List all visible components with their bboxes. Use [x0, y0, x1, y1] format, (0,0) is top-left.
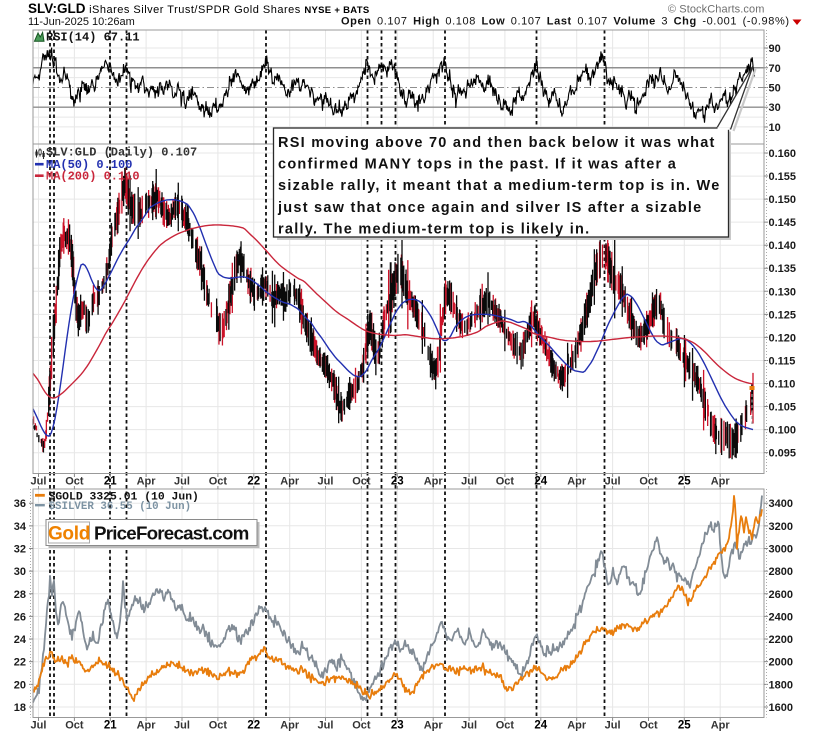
svg-text:24: 24 — [534, 720, 547, 732]
svg-text:30: 30 — [769, 102, 781, 114]
svg-text:11-Jun-2025 10:26am: 11-Jun-2025 10:26am — [28, 16, 135, 28]
svg-text:23: 23 — [391, 476, 404, 488]
svg-text:22: 22 — [14, 657, 26, 669]
svg-text:Oct: Oct — [639, 476, 658, 488]
svg-text:MA(50) 0.100: MA(50) 0.100 — [46, 158, 132, 172]
svg-text:Jul: Jul — [461, 476, 477, 488]
svg-text:2200: 2200 — [769, 634, 793, 646]
svg-text:30: 30 — [14, 566, 26, 578]
svg-text:25: 25 — [678, 476, 691, 488]
svg-text:Oct: Oct — [209, 476, 228, 488]
svg-text:Oct: Oct — [496, 720, 515, 732]
svg-text:Jul: Jul — [174, 476, 190, 488]
svg-text:Jul: Jul — [31, 476, 47, 488]
svg-text:3000: 3000 — [769, 544, 793, 556]
svg-text:Gold: Gold — [48, 524, 90, 545]
svg-text:Oct: Oct — [65, 720, 84, 732]
svg-text:Apr: Apr — [280, 720, 300, 732]
svg-text:25: 25 — [678, 720, 691, 732]
svg-text:$SILVER 36.55 (10 Jun): $SILVER 36.55 (10 Jun) — [49, 501, 192, 513]
svg-text:2600: 2600 — [769, 589, 793, 601]
svg-text:just saw that once again and s: just saw that once again and silver IS a… — [277, 200, 703, 216]
svg-text:Jul: Jul — [461, 720, 477, 732]
svg-text:0.125: 0.125 — [769, 309, 797, 321]
svg-text:0.135: 0.135 — [769, 263, 797, 275]
svg-text:Apr: Apr — [280, 476, 300, 488]
svg-text:Apr: Apr — [711, 720, 731, 732]
svg-text:2000: 2000 — [769, 657, 793, 669]
svg-text:© StockCharts.com: © StockCharts.com — [668, 4, 765, 16]
svg-text:Jul: Jul — [318, 720, 334, 732]
svg-text:70: 70 — [769, 63, 781, 75]
svg-text:10: 10 — [769, 122, 781, 134]
svg-text:$GOLD 3325.01 (10 Jun): $GOLD 3325.01 (10 Jun) — [49, 492, 199, 504]
svg-text:Apr: Apr — [424, 720, 444, 732]
svg-text:1600: 1600 — [769, 702, 793, 714]
svg-text:0.120: 0.120 — [769, 332, 797, 344]
svg-text:0.110: 0.110 — [769, 379, 796, 391]
svg-text:22: 22 — [247, 476, 260, 488]
svg-text:Open 0.107 High 0.108 Low 0.10: Open 0.107 High 0.108 Low 0.107 Last 0.1… — [341, 16, 790, 28]
svg-text:22: 22 — [247, 720, 260, 732]
svg-text:Apr: Apr — [711, 476, 731, 488]
svg-text:18: 18 — [14, 702, 26, 714]
svg-text:0.105: 0.105 — [769, 402, 797, 414]
svg-text:21: 21 — [104, 476, 117, 488]
svg-text:Apr: Apr — [424, 476, 444, 488]
svg-text:RSI(14) 67.11: RSI(14) 67.11 — [46, 30, 140, 44]
svg-text:3400: 3400 — [769, 498, 793, 510]
svg-text:0.160: 0.160 — [769, 148, 797, 160]
svg-text:2400: 2400 — [769, 611, 793, 623]
svg-text:SLV:GLD iShares Silver Trust/S: SLV:GLD iShares Silver Trust/SPDR Gold S… — [28, 1, 369, 16]
svg-text:1800: 1800 — [769, 679, 793, 691]
svg-text:Jul: Jul — [605, 476, 621, 488]
svg-text:26: 26 — [14, 611, 26, 623]
svg-text:Apr: Apr — [137, 720, 157, 732]
svg-text:24: 24 — [534, 476, 547, 488]
svg-text:Apr: Apr — [567, 720, 587, 732]
svg-text:Apr: Apr — [137, 476, 157, 488]
svg-text:rally. The medium-term top is: rally. The medium-term top is likely in. — [278, 222, 590, 238]
svg-text:28: 28 — [14, 589, 26, 601]
svg-text:0.140: 0.140 — [769, 240, 797, 252]
svg-text:0.100: 0.100 — [769, 425, 797, 437]
svg-text:Jul: Jul — [318, 476, 334, 488]
svg-text:0.095: 0.095 — [769, 448, 797, 460]
svg-text:SLV:GLD (Daily) 0.107: SLV:GLD (Daily) 0.107 — [46, 146, 197, 160]
svg-text:Oct: Oct — [639, 720, 658, 732]
svg-text:RSI moving above 70 and then b: RSI moving above 70 and then back below … — [278, 135, 716, 151]
svg-text:Apr: Apr — [567, 476, 587, 488]
svg-text:PriceForecast.com: PriceForecast.com — [94, 523, 249, 544]
svg-text:Oct: Oct — [65, 476, 84, 488]
svg-text:2800: 2800 — [769, 566, 793, 578]
svg-text:20: 20 — [14, 679, 26, 691]
svg-text:Oct: Oct — [209, 720, 228, 732]
svg-text:3200: 3200 — [769, 521, 793, 533]
svg-text:sizable rally, it meant that a: sizable rally, it meant that a medium-te… — [278, 178, 721, 194]
svg-text:Jul: Jul — [31, 720, 47, 732]
svg-text:Oct: Oct — [352, 476, 371, 488]
svg-text:23: 23 — [391, 720, 404, 732]
svg-text:32: 32 — [14, 544, 26, 556]
svg-text:confirmed MANY tops in the pas: confirmed MANY tops in the past. If it w… — [278, 157, 677, 173]
svg-text:0.155: 0.155 — [769, 171, 797, 183]
svg-text:50: 50 — [769, 83, 781, 95]
svg-text:Oct: Oct — [496, 476, 515, 488]
svg-text:0.115: 0.115 — [769, 356, 796, 368]
svg-text:36: 36 — [14, 498, 26, 510]
svg-text:Oct: Oct — [352, 720, 371, 732]
svg-text:0.145: 0.145 — [769, 217, 797, 229]
svg-text:24: 24 — [14, 634, 27, 646]
svg-text:Jul: Jul — [605, 720, 621, 732]
svg-text:90: 90 — [769, 43, 781, 55]
svg-text:0.130: 0.130 — [769, 286, 797, 298]
svg-text:34: 34 — [14, 521, 27, 533]
svg-text:Jul: Jul — [174, 720, 190, 732]
svg-text:0.150: 0.150 — [769, 194, 797, 206]
svg-text:MA(200) 0.110: MA(200) 0.110 — [46, 169, 140, 183]
svg-text:21: 21 — [104, 720, 117, 732]
